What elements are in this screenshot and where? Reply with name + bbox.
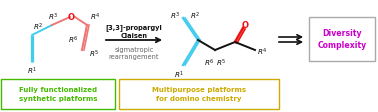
FancyBboxPatch shape: [1, 79, 115, 109]
Text: Diversity: Diversity: [322, 28, 362, 38]
Text: $R^1$: $R^1$: [27, 66, 37, 77]
Text: rearrangement: rearrangement: [109, 54, 159, 60]
Text: O: O: [68, 13, 74, 22]
Text: for domino chemistry: for domino chemistry: [156, 96, 242, 102]
FancyBboxPatch shape: [119, 79, 279, 109]
Text: $R^4$: $R^4$: [257, 46, 267, 58]
Text: $R^5$: $R^5$: [89, 48, 99, 60]
Text: Complexity: Complexity: [318, 42, 367, 51]
Text: Claisen: Claisen: [121, 33, 147, 39]
Text: $R^4$: $R^4$: [90, 11, 100, 23]
Text: $R^6$: $R^6$: [204, 58, 214, 69]
FancyBboxPatch shape: [309, 17, 375, 61]
Text: Multipurpose platforms: Multipurpose platforms: [152, 87, 246, 93]
Text: O: O: [242, 20, 248, 29]
Text: $R^2$: $R^2$: [190, 10, 200, 22]
Text: $R^6$: $R^6$: [68, 35, 78, 46]
Text: Fully functionalized: Fully functionalized: [19, 87, 97, 93]
Text: [3,3]-propargyl: [3,3]-propargyl: [105, 25, 163, 31]
Text: $R^3$: $R^3$: [170, 10, 180, 22]
Text: synthetic platforms: synthetic platforms: [19, 96, 97, 102]
Text: $R^3$: $R^3$: [48, 11, 58, 23]
Text: $R^5$: $R^5$: [216, 58, 226, 69]
Text: $R^2$: $R^2$: [33, 21, 43, 33]
Text: $R^1$: $R^1$: [174, 70, 184, 81]
Text: sigmatropic: sigmatropic: [114, 47, 154, 53]
